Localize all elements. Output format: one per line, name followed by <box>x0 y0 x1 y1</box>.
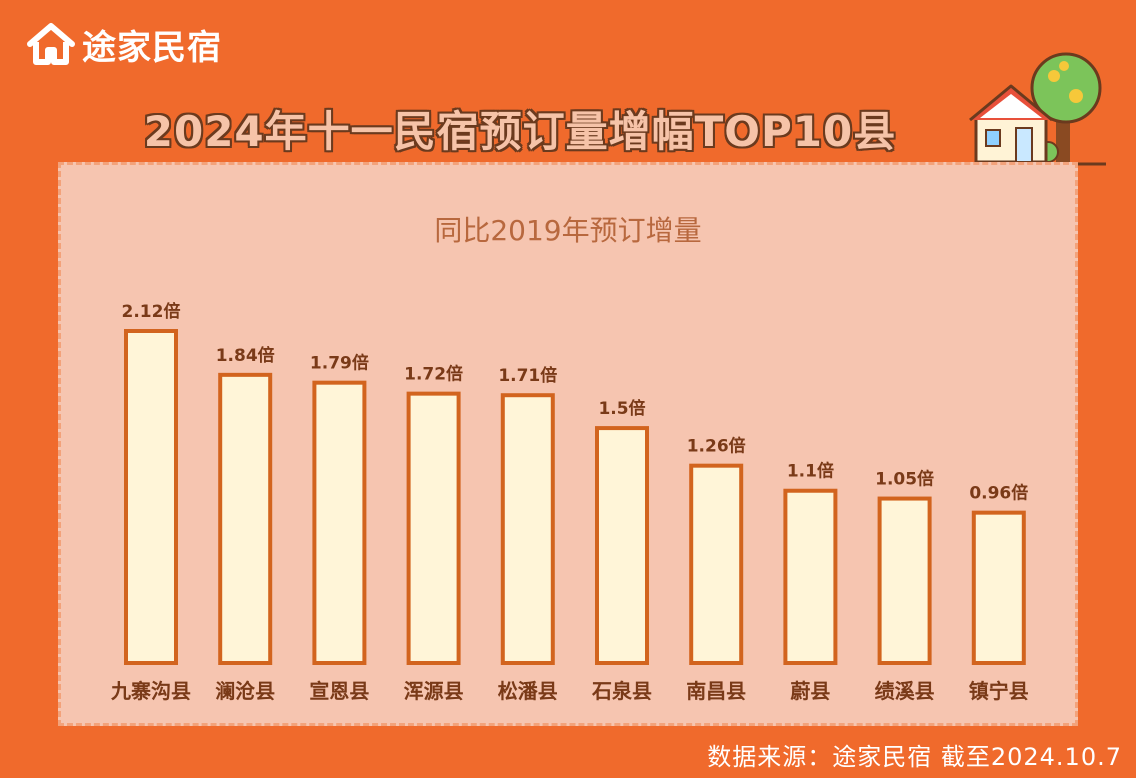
house-tree-icon <box>969 52 1106 166</box>
value-label: 1.72倍 <box>404 364 463 385</box>
value-label: 2.12倍 <box>122 301 181 322</box>
category-label: 蔚县 <box>790 679 830 703</box>
house-logo-icon <box>27 23 75 65</box>
bar-九寨沟县 <box>124 329 178 665</box>
value-label: 1.79倍 <box>310 353 369 374</box>
bar-绩溪县 <box>877 496 932 665</box>
page-title: 2024年十一民宿预订量增幅TOP10县 <box>143 107 897 156</box>
bar-镇宁县 <box>971 510 1026 665</box>
bar-石泉县 <box>595 426 649 665</box>
bar-蔚县 <box>783 488 838 665</box>
value-label: 1.26倍 <box>687 436 746 457</box>
brand-name: 途家民宿 <box>82 27 222 68</box>
value-label: 1.5倍 <box>598 398 645 419</box>
brand-logo: 途家民宿 <box>26 22 222 68</box>
bar-南昌县 <box>689 463 744 666</box>
category-label: 绩溪县 <box>875 679 935 703</box>
value-label: 0.96倍 <box>969 483 1028 504</box>
category-label: 镇宁县 <box>969 679 1029 703</box>
category-label: 石泉县 <box>591 679 652 703</box>
bar-宣恩县 <box>312 380 367 665</box>
category-label: 九寨沟县 <box>110 679 191 703</box>
value-label: 1.71倍 <box>498 365 557 386</box>
category-label: 澜沧县 <box>215 679 275 703</box>
value-label: 1.1倍 <box>787 461 834 482</box>
category-label: 松潘县 <box>498 679 558 703</box>
chart-panel: 同比2019年预订增量 2.12倍九寨沟县 1.84倍澜沧县 1.79倍宣恩县 1.7… <box>58 162 1078 726</box>
value-label: 1.84倍 <box>216 345 275 366</box>
chart-subtitle: 同比2019年预订增量 <box>434 214 702 247</box>
category-label: 宣恩县 <box>309 679 369 703</box>
category-label: 浑源县 <box>404 679 464 703</box>
category-label: 南昌县 <box>686 679 746 703</box>
bar-松潘县 <box>500 393 555 665</box>
bar-澜沧县 <box>218 372 273 665</box>
data-source-note: 数据来源：途家民宿 截至2024.10.7 <box>707 743 1122 771</box>
bar-浑源县 <box>406 391 461 665</box>
value-label: 1.05倍 <box>875 469 934 490</box>
